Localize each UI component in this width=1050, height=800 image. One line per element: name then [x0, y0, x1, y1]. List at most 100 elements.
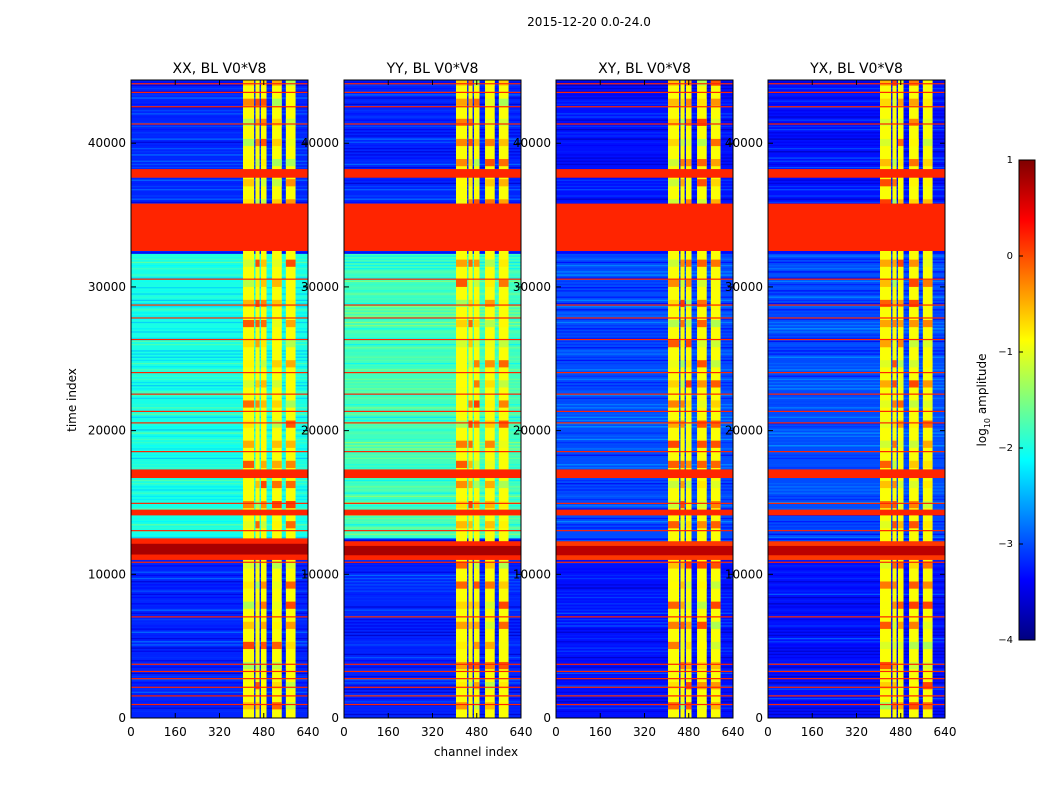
texture-stripe	[344, 271, 521, 273]
texture-stripe	[768, 271, 945, 273]
texture-stripe	[344, 587, 521, 589]
flag-line	[768, 561, 945, 563]
rfi-band-cell	[272, 279, 282, 287]
flag-line	[131, 616, 308, 618]
texture-stripe	[556, 87, 733, 90]
rfi-band-cell	[255, 521, 260, 529]
texture-stripe	[344, 138, 521, 140]
rfi-band-cell	[897, 501, 904, 509]
flag-line	[556, 393, 733, 395]
texture-stripe	[344, 302, 521, 305]
texture-stripe	[131, 103, 308, 106]
texture-stripe	[344, 675, 521, 678]
rfi-band-cell	[468, 460, 473, 468]
rfi-band-cell	[243, 80, 255, 86]
texture-stripe	[344, 309, 521, 311]
flagged-range	[556, 509, 733, 516]
texture-stripe	[344, 498, 521, 501]
colorbar-label-rest: amplitude	[975, 354, 989, 418]
texture-stripe	[556, 596, 733, 599]
texture-stripe	[556, 119, 733, 121]
texture-stripe	[131, 448, 308, 450]
texture-stripe	[556, 606, 733, 608]
texture-stripe	[344, 400, 521, 403]
rfi-band-cell	[892, 682, 897, 690]
texture-stripe	[556, 426, 733, 428]
texture-stripe	[556, 103, 733, 106]
flag-line	[556, 91, 733, 93]
flag-line	[131, 561, 308, 563]
rfi-band-cell	[710, 661, 721, 670]
rfi-band-cell	[468, 440, 473, 448]
texture-stripe	[131, 166, 308, 169]
texture-stripe	[344, 407, 521, 409]
panels: XX, BL V0*V8 0 160 320 480 640 0 10000 20000 3000…	[88, 61, 957, 739]
texture-stripe	[768, 650, 945, 652]
texture-stripe	[344, 334, 521, 336]
rfi-band-cell	[880, 98, 892, 106]
rfi-band-cell	[485, 118, 495, 126]
flag-line	[556, 106, 733, 108]
texture-stripe	[131, 375, 308, 377]
texture-stripe	[131, 533, 308, 535]
texture-stripe	[556, 138, 733, 140]
rfi-band-cell	[892, 581, 897, 589]
rfi-band-cell	[880, 521, 892, 529]
texture-stripe	[344, 574, 521, 577]
texture-stripe	[556, 198, 733, 200]
rfi-band-cell	[680, 259, 685, 267]
flag-line	[131, 686, 308, 688]
rfi-band-cell	[922, 601, 933, 609]
rfi-band-cell	[710, 360, 721, 368]
rfi-band-cell	[880, 601, 892, 609]
texture-stripe	[768, 426, 945, 428]
texture-stripe	[556, 201, 733, 204]
rfi-band-cell	[260, 380, 267, 388]
rfi-band-cell	[468, 279, 473, 287]
flag-line	[344, 451, 521, 453]
rfi-band-cell	[685, 138, 692, 147]
texture-stripe	[556, 520, 733, 523]
rfi-band-cell	[485, 279, 495, 287]
texture-stripe	[768, 691, 945, 693]
rfi-band-cell	[668, 621, 680, 629]
rfi-band-cell	[498, 641, 509, 650]
rfi-band-cell	[668, 159, 680, 167]
rfi-band-cell	[668, 259, 680, 267]
x-tick-label: 160	[801, 725, 824, 739]
rfi-band-cell	[473, 480, 480, 489]
rfi-band-cell	[892, 621, 897, 629]
texture-stripe	[131, 498, 308, 501]
texture-stripe	[131, 625, 308, 627]
texture-stripe	[768, 147, 945, 150]
texture-stripe	[344, 318, 521, 320]
rfi-band-cell	[243, 259, 255, 267]
texture-stripe	[556, 625, 733, 627]
flagged-range	[344, 509, 521, 516]
texture-stripe	[556, 391, 733, 393]
texture-stripe	[556, 388, 733, 390]
texture-stripe	[131, 669, 308, 671]
rfi-band-cell	[260, 561, 267, 569]
heatmap-cells	[556, 80, 733, 718]
texture-stripe	[556, 416, 733, 418]
texture-stripe	[556, 328, 733, 330]
rfi-band-cell	[498, 440, 509, 448]
flag-line	[556, 561, 733, 563]
rfi-band-cell	[892, 601, 897, 609]
texture-stripe	[131, 135, 308, 137]
rfi-band-cell	[909, 360, 919, 368]
rfi-band-cell	[456, 702, 468, 710]
texture-stripe	[344, 495, 521, 497]
flag-line	[768, 502, 945, 504]
texture-stripe	[344, 565, 521, 567]
rfi-band-cell	[922, 340, 933, 348]
texture-stripe	[768, 634, 945, 637]
rfi-band-cell	[680, 80, 685, 86]
texture-stripe	[131, 460, 308, 463]
rfi-band-cell	[909, 159, 919, 167]
rfi-band-cell	[922, 501, 933, 509]
texture-stripe	[556, 166, 733, 169]
panel-title: XX, BL V0*V8	[173, 61, 267, 77]
texture-stripe	[768, 422, 945, 425]
